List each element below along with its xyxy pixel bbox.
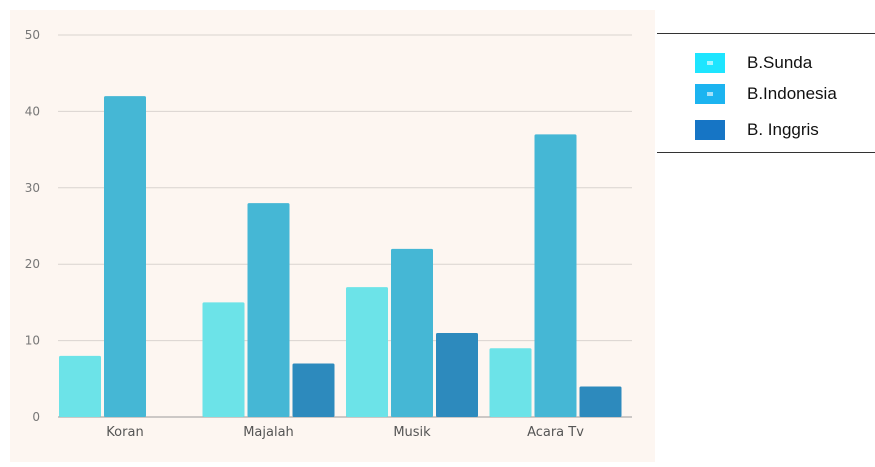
bar-majalah-b-sunda	[202, 302, 245, 417]
y-tick-label-30: 30	[25, 181, 40, 195]
x-tick-label-koran: Koran	[106, 425, 143, 440]
legend-item-b-inggris: B. Inggris	[695, 119, 819, 141]
legend-swatch-b-sunda	[695, 53, 725, 73]
legend-item-b-sunda: B.Sunda	[695, 52, 812, 74]
y-tick-label-0: 0	[32, 410, 40, 424]
bar-majalah-b-indonesia	[247, 203, 290, 417]
bar-musik-b-inggris	[436, 332, 478, 417]
bar-acara-tv-b-sunda	[489, 348, 532, 417]
bar-koran-b-sunda	[59, 355, 101, 417]
legend-item-b-indonesia: B.Indonesia	[695, 83, 837, 105]
bar-musik-b-sunda	[346, 287, 388, 417]
bar-chart: 0 10 20 30 40 50 Koran Majalah Musik Acara Tv	[25, 28, 632, 440]
bar-acara-tv-b-indonesia	[534, 134, 577, 417]
legend-swatch-b-indonesia	[695, 84, 725, 104]
legend-label-b-inggris: B. Inggris	[747, 120, 819, 139]
y-tick-label-20: 20	[25, 257, 40, 271]
bar-acara-tv-b-inggris	[579, 386, 622, 417]
legend-swatch-b-inggris	[695, 120, 725, 140]
y-tick-label-10: 10	[25, 334, 40, 348]
bar-majalah-b-inggris	[292, 363, 335, 417]
y-tick-label-50: 50	[25, 28, 40, 42]
legend: B.Sunda B.Indonesia B. Inggris	[657, 33, 875, 153]
chart-panel: 0 10 20 30 40 50 Koran Majalah Musik Acara Tv	[10, 10, 655, 462]
bar-musik-b-indonesia	[391, 248, 433, 417]
legend-label-b-sunda: B.Sunda	[747, 53, 813, 72]
x-tick-label-musik: Musik	[393, 425, 431, 440]
x-tick-label-acara-tv: Acara Tv	[527, 425, 584, 440]
legend-label-b-indonesia: B.Indonesia	[747, 84, 837, 103]
bar-koran-b-indonesia	[104, 96, 146, 418]
x-tick-label-majalah: Majalah	[243, 425, 294, 440]
y-tick-label-40: 40	[25, 104, 40, 118]
